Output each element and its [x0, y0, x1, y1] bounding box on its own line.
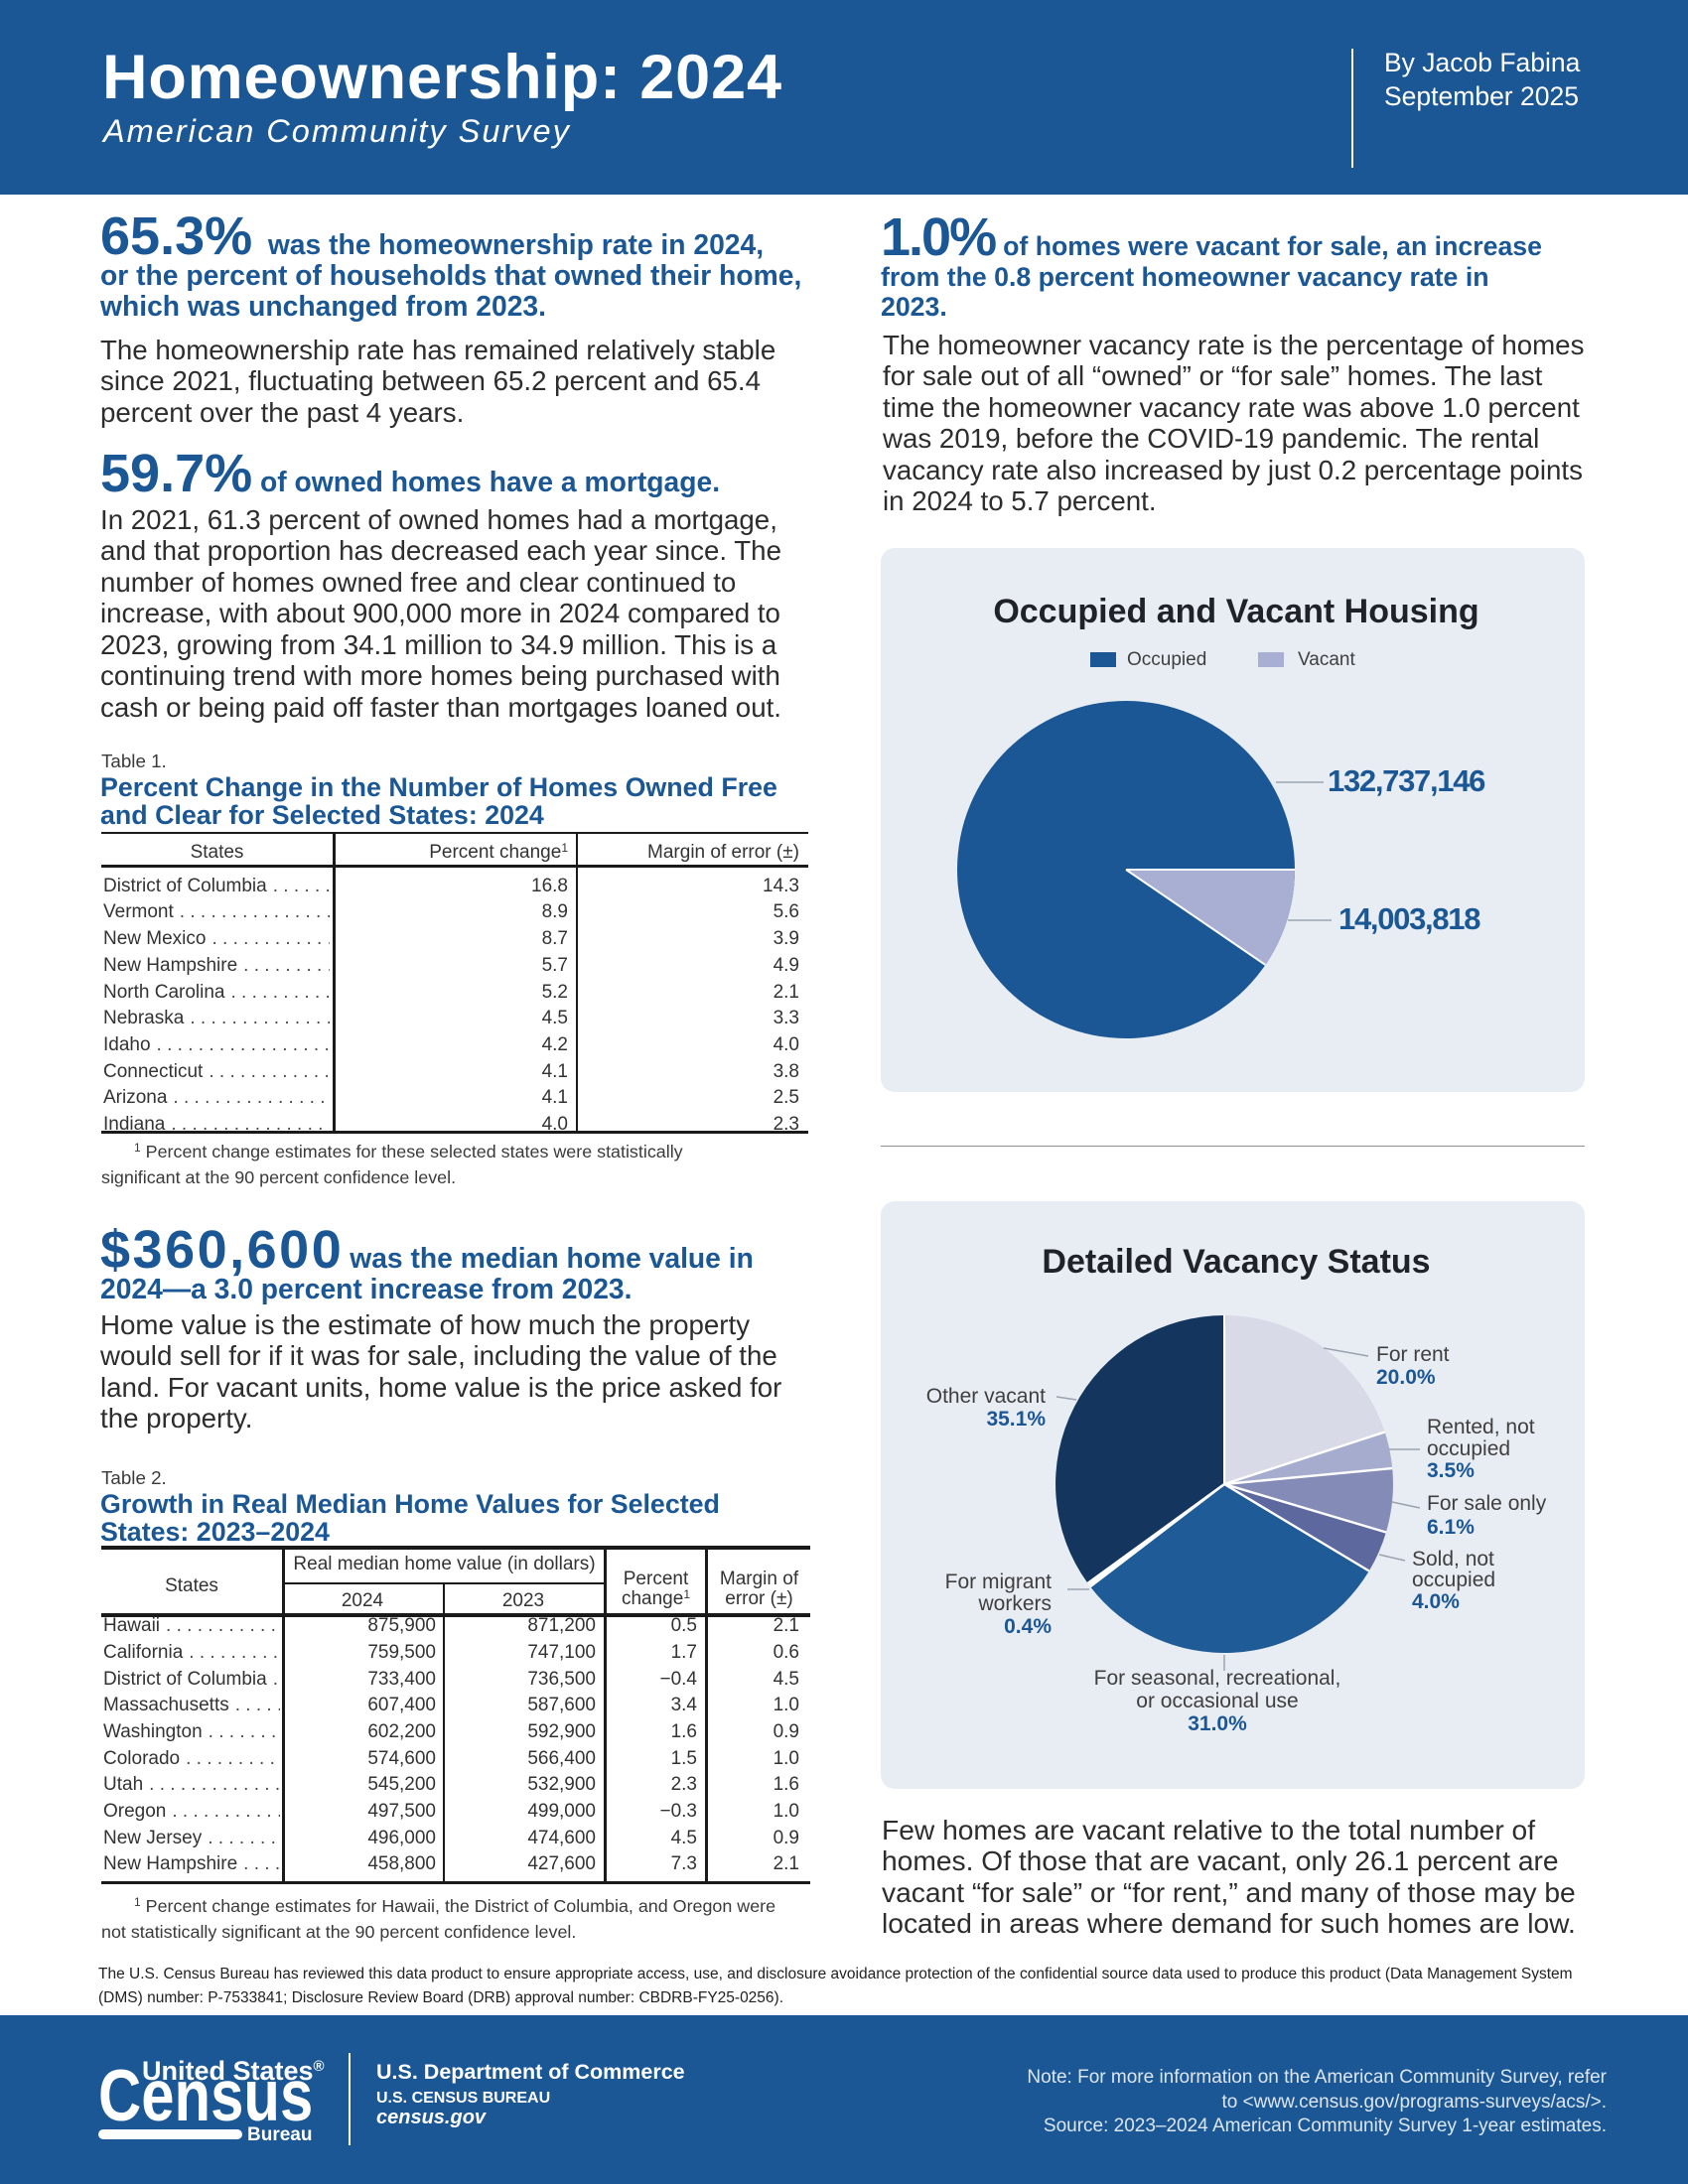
svg-text:workers: workers [977, 1592, 1052, 1615]
svg-text:For rent: For rent [1376, 1343, 1450, 1366]
svg-text:occupied: occupied [1412, 1569, 1495, 1591]
svg-text:35.1%: 35.1% [986, 1408, 1046, 1431]
svg-text:31.0%: 31.0% [1188, 1712, 1247, 1735]
svg-text:or occasional use: or occasional use [1136, 1690, 1298, 1712]
svg-text:6.1%: 6.1% [1427, 1516, 1475, 1539]
svg-text:Rented, not: Rented, not [1427, 1416, 1535, 1438]
svg-text:14,003,818: 14,003,818 [1338, 901, 1480, 936]
svg-text:3.5%: 3.5% [1427, 1459, 1475, 1482]
svg-text:Detailed Vacancy Status: Detailed Vacancy Status [1042, 1243, 1430, 1281]
svg-text:0.4%: 0.4% [1004, 1615, 1052, 1638]
svg-text:For sale only: For sale only [1427, 1492, 1547, 1515]
svg-text:Occupied and Vacant Housing: Occupied and Vacant Housing [993, 593, 1478, 630]
svg-text:Occupied: Occupied [1127, 649, 1206, 670]
svg-text:Sold, not: Sold, not [1412, 1548, 1494, 1570]
svg-text:For seasonal, recreational,: For seasonal, recreational, [1094, 1667, 1341, 1690]
svg-text:occupied: occupied [1427, 1437, 1510, 1460]
svg-text:Other vacant: Other vacant [926, 1385, 1046, 1408]
svg-text:132,737,146: 132,737,146 [1328, 763, 1485, 798]
svg-text:Vacant: Vacant [1298, 649, 1355, 670]
svg-text:20.0%: 20.0% [1376, 1366, 1436, 1389]
svg-text:4.0%: 4.0% [1412, 1590, 1460, 1613]
svg-text:For migrant: For migrant [945, 1570, 1053, 1593]
